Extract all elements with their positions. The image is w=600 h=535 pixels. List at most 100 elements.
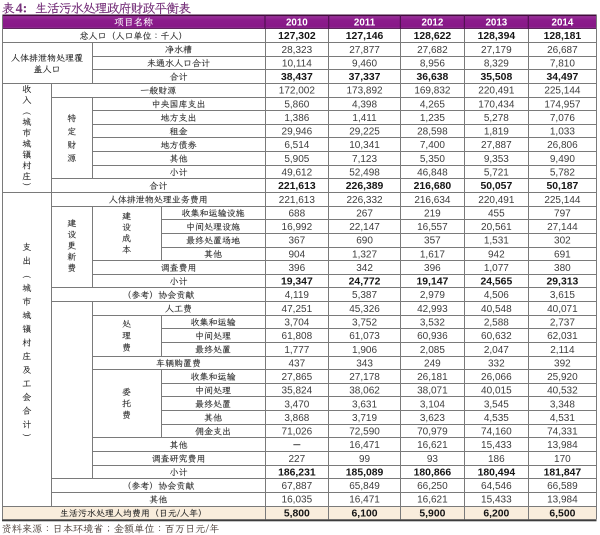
svg-text:227: 227 [289,454,306,465]
svg-text:797: 797 [554,208,571,219]
svg-text:6,100: 6,100 [352,508,378,519]
svg-text:3,623: 3,623 [420,413,445,424]
svg-text:9,353: 9,353 [484,154,509,165]
svg-text:7,076: 7,076 [550,113,575,124]
svg-text:65,849: 65,849 [349,481,380,492]
svg-text:396: 396 [424,263,441,274]
svg-text:174,957: 174,957 [544,99,581,110]
svg-text:2014: 2014 [552,17,574,28]
svg-text:173,892: 173,892 [346,86,383,97]
svg-text:6,500: 6,500 [549,508,575,519]
svg-text:7,123: 7,123 [352,154,377,165]
svg-text:127,146: 127,146 [346,31,384,42]
svg-text:74,160: 74,160 [481,427,512,438]
svg-text:67,887: 67,887 [282,481,313,492]
svg-text:380: 380 [554,263,571,274]
svg-text:16,471: 16,471 [349,495,380,506]
svg-text:216,680: 216,680 [414,181,452,192]
svg-text:27,865: 27,865 [282,372,313,383]
svg-text:5,900: 5,900 [419,508,445,519]
svg-text:332: 332 [488,358,505,369]
svg-text:27,179: 27,179 [481,45,512,56]
svg-text:38,062: 38,062 [349,386,380,397]
svg-text:38,071: 38,071 [417,386,448,397]
svg-text:170: 170 [554,454,571,465]
svg-text:40,015: 40,015 [481,386,512,397]
svg-text:170,434: 170,434 [478,99,515,110]
svg-text:2012: 2012 [422,17,444,28]
svg-text:26,181: 26,181 [417,372,448,383]
svg-text:2,737: 2,737 [550,317,575,328]
svg-text:9,490: 9,490 [550,154,575,165]
svg-text:72,590: 72,590 [349,427,380,438]
svg-text:22,147: 22,147 [349,222,380,233]
svg-text:26,066: 26,066 [481,372,512,383]
svg-text:128,622: 128,622 [414,31,452,42]
svg-text:15,433: 15,433 [481,495,512,506]
svg-text:691: 691 [554,249,571,260]
svg-text:1,777: 1,777 [284,345,309,356]
svg-text:16,992: 16,992 [282,222,313,233]
svg-text:16,621: 16,621 [417,440,448,451]
svg-text:1,077: 1,077 [484,263,509,274]
svg-text:5,350: 5,350 [420,154,445,165]
svg-text:16,621: 16,621 [417,495,448,506]
svg-text:225,144: 225,144 [544,195,581,206]
svg-text:15,433: 15,433 [481,440,512,451]
svg-text:6,514: 6,514 [284,140,309,151]
svg-text:29,313: 29,313 [547,277,579,288]
svg-text:49,612: 49,612 [282,168,313,179]
svg-text:186: 186 [488,454,505,465]
svg-text:186,231: 186,231 [278,467,316,478]
svg-text:25,920: 25,920 [547,372,578,383]
svg-text:6,200: 6,200 [483,508,509,519]
svg-text:185,089: 185,089 [346,467,384,478]
svg-text:2,047: 2,047 [484,345,509,356]
svg-text:181,847: 181,847 [544,467,582,478]
svg-text:19,147: 19,147 [417,277,449,288]
svg-text:9,460: 9,460 [352,58,377,69]
svg-text:220,491: 220,491 [478,86,515,97]
svg-text:128,394: 128,394 [478,31,516,42]
svg-text:20,561: 20,561 [481,222,512,233]
svg-text:5,782: 5,782 [550,168,575,179]
svg-text:5,278: 5,278 [484,113,509,124]
svg-text:904: 904 [289,249,306,260]
svg-text:50,057: 50,057 [480,181,512,192]
svg-text:5,800: 5,800 [284,508,310,519]
svg-text:16,471: 16,471 [349,440,380,451]
svg-text:2011: 2011 [354,17,376,28]
svg-text:357: 357 [424,236,441,247]
svg-text:61,073: 61,073 [349,331,380,342]
svg-text:5,387: 5,387 [352,290,377,301]
svg-text:99: 99 [359,454,371,465]
svg-text:42,993: 42,993 [417,304,448,315]
svg-text:5,860: 5,860 [284,99,309,110]
svg-text:5,905: 5,905 [284,154,309,165]
svg-text:302: 302 [554,236,571,247]
svg-text:2013: 2013 [485,17,507,28]
svg-text:1,617: 1,617 [420,249,445,260]
svg-text:66,250: 66,250 [417,481,448,492]
svg-text:35,824: 35,824 [282,386,313,397]
svg-text:267: 267 [356,208,373,219]
svg-text:26,687: 26,687 [547,45,578,56]
svg-text:688: 688 [289,208,306,219]
svg-text:27,877: 27,877 [349,45,380,56]
svg-text:52,498: 52,498 [349,168,380,179]
svg-text:4,535: 4,535 [484,413,509,424]
svg-text:50,187: 50,187 [547,181,579,192]
svg-text:4,265: 4,265 [420,99,445,110]
svg-text:66,589: 66,589 [547,481,578,492]
svg-text:47,251: 47,251 [282,304,313,315]
svg-text:13,984: 13,984 [547,495,578,506]
svg-text:690: 690 [356,236,373,247]
svg-text:34,497: 34,497 [547,72,579,83]
svg-text:5,721: 5,721 [484,168,509,179]
svg-text:16,035: 16,035 [282,495,313,506]
svg-text:216,634: 216,634 [414,195,451,206]
svg-text:343: 343 [356,358,373,369]
svg-text:180,494: 180,494 [478,467,516,478]
svg-text:40,532: 40,532 [547,386,578,397]
svg-text:10,114: 10,114 [282,58,312,69]
